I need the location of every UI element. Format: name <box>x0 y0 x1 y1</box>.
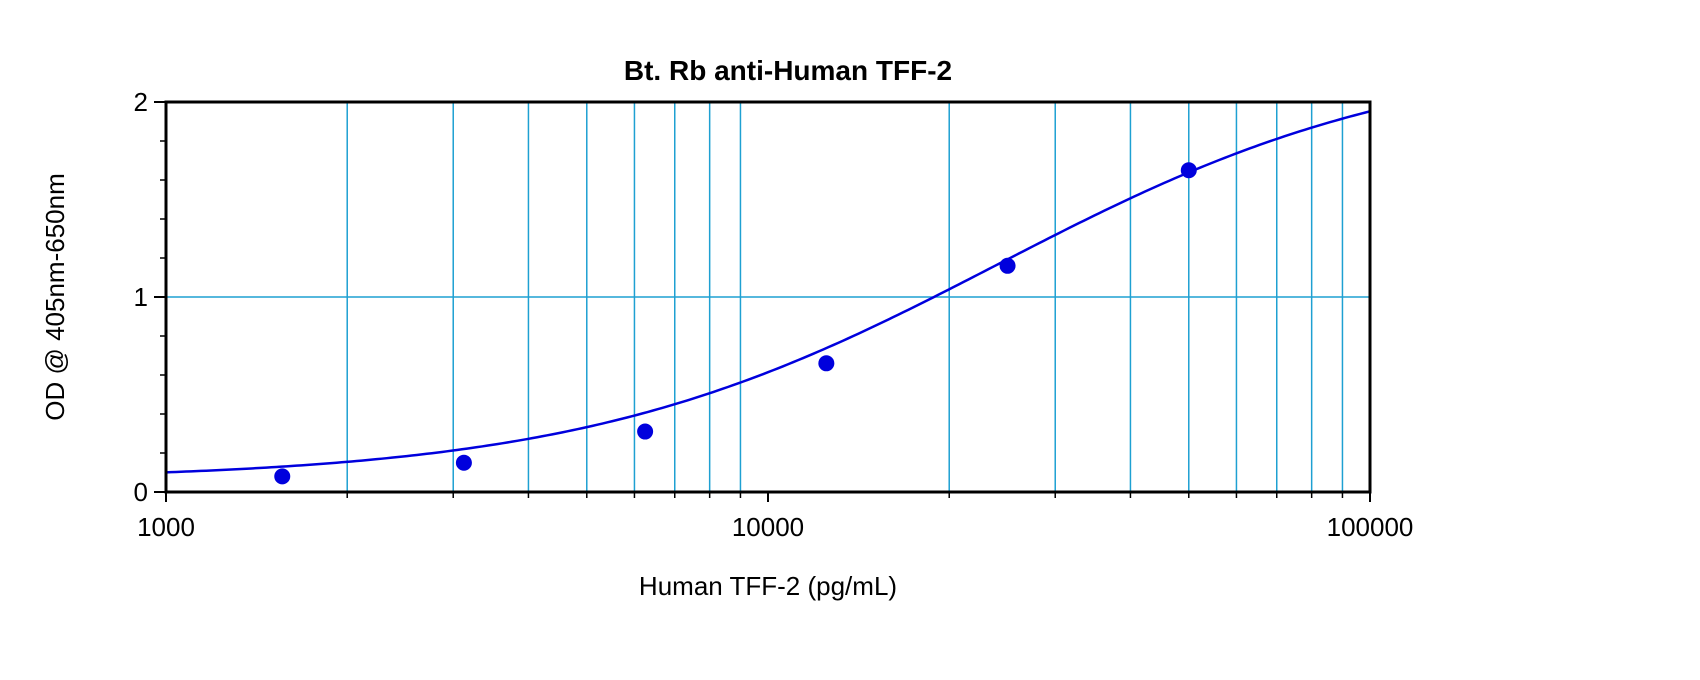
data-point <box>818 355 835 372</box>
axes: 1000 10000 100000 0 1 2 <box>134 87 1414 542</box>
y-tick-label: 1 <box>134 282 148 312</box>
y-tick-label: 2 <box>134 87 148 117</box>
data-point <box>637 423 654 440</box>
data-point <box>1180 162 1197 179</box>
data-point <box>455 454 472 471</box>
fit-curve-layer <box>165 110 1371 474</box>
x-tick-label: 100000 <box>1327 512 1414 542</box>
fit-curve-line <box>165 110 1371 474</box>
x-tick-label: 10000 <box>732 512 804 542</box>
chart-title: Bt. Rb anti-Human TFF-2 <box>624 55 952 86</box>
y-tick-label: 0 <box>134 477 148 507</box>
x-tick-label: 1000 <box>137 512 195 542</box>
data-points <box>274 162 1197 485</box>
grid <box>166 102 1370 492</box>
data-point <box>274 468 291 485</box>
x-axis-label: Human TFF-2 (pg/mL) <box>639 571 897 601</box>
y-axis-label: OD @ 405nm-650nm <box>40 173 70 421</box>
data-point <box>999 257 1016 274</box>
